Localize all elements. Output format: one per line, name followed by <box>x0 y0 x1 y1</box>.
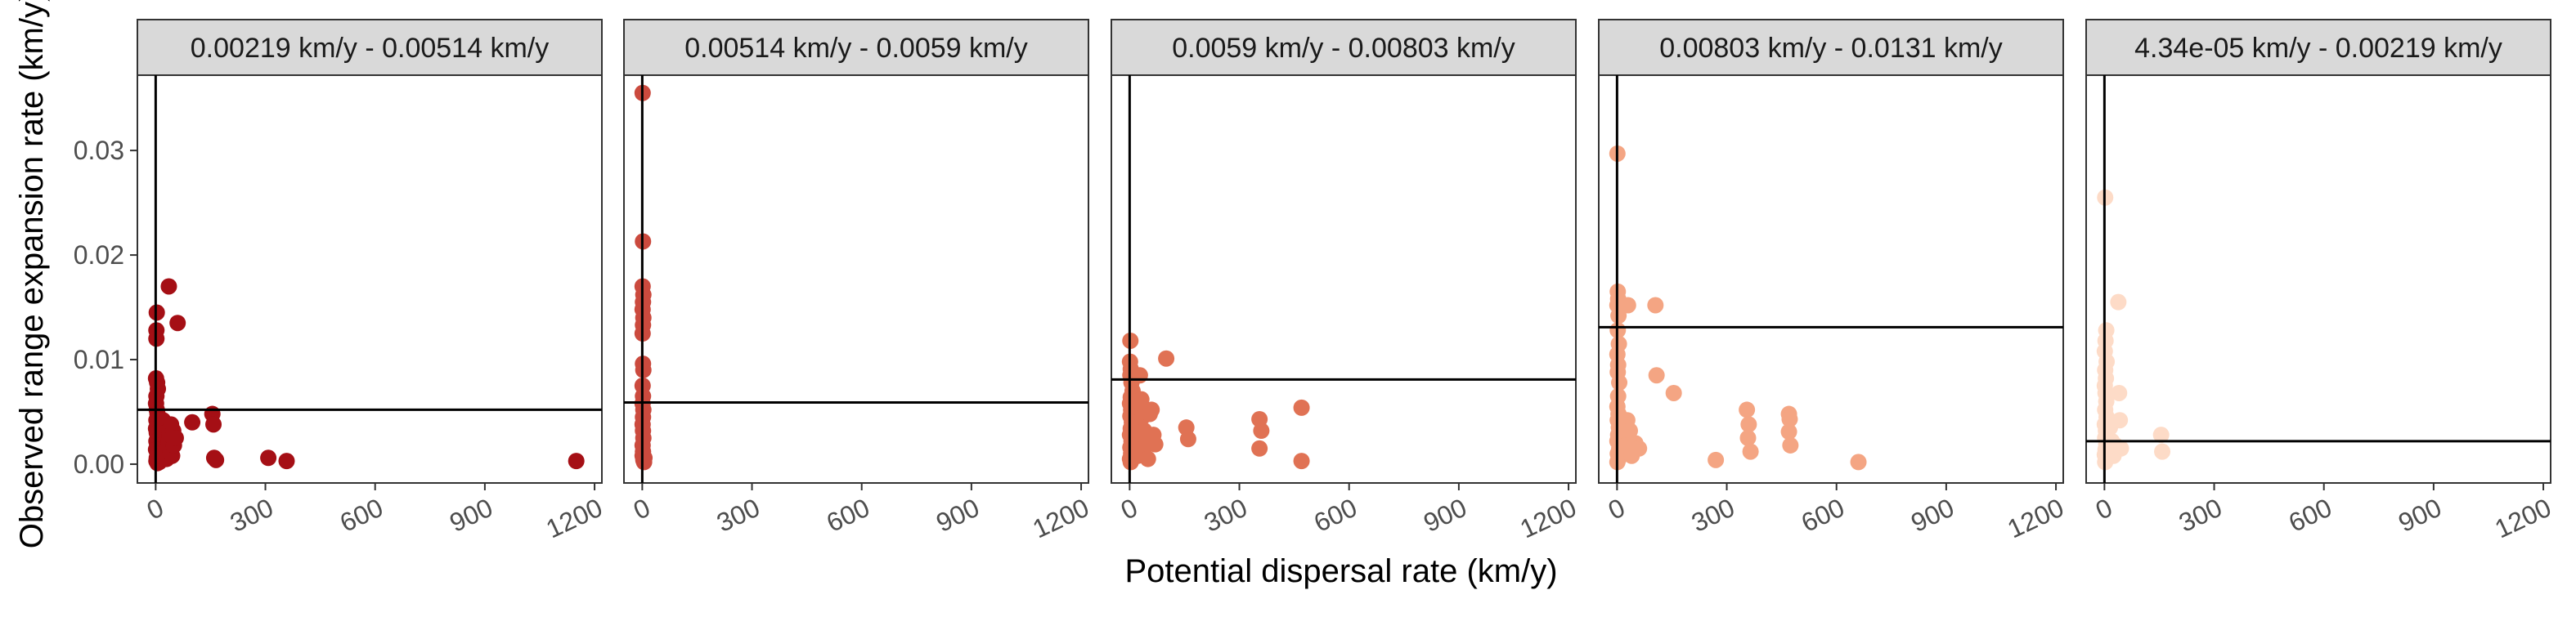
data-point <box>2110 293 2127 311</box>
x-tick-label: 0 <box>1604 493 1629 525</box>
data-point <box>636 449 653 467</box>
facet-strip <box>1598 19 2064 76</box>
x-tick-label: 1200 <box>1515 493 1581 544</box>
data-point <box>1780 423 1797 440</box>
data-point <box>1647 297 1664 314</box>
x-tick-label: 300 <box>712 493 765 538</box>
x-tick-label: 1200 <box>2490 493 2556 544</box>
data-point <box>1133 391 1150 408</box>
plot-panel-frame <box>623 74 1089 484</box>
y-tick-label: 0.03 <box>74 136 124 165</box>
data-point <box>1179 431 1196 448</box>
x-tick-label: 0 <box>2091 493 2116 525</box>
data-point <box>1293 399 1310 416</box>
facet-strip-label: 0.00219 km/y - 0.00514 km/y <box>191 33 549 64</box>
data-point <box>1611 374 1628 391</box>
data-point <box>1740 416 1757 433</box>
data-point <box>1742 443 1759 460</box>
x-tick-label: 300 <box>1200 493 1252 538</box>
data-point <box>1131 367 1148 384</box>
x-tick-label: 300 <box>226 493 278 538</box>
data-point <box>208 451 225 468</box>
data-point <box>1147 436 1164 453</box>
data-point <box>1143 401 1160 418</box>
x-tick-label: 600 <box>822 493 874 538</box>
x-tick-label: 0 <box>1116 493 1142 525</box>
data-point <box>1251 440 1268 457</box>
plot-panel-frame <box>2085 74 2551 484</box>
facet-strip <box>2085 19 2551 76</box>
data-point <box>1253 423 1270 440</box>
data-point <box>1782 436 1799 454</box>
facet-strip <box>137 19 603 76</box>
data-point <box>167 429 184 446</box>
x-tick-label: 600 <box>1309 493 1362 538</box>
data-point <box>1158 350 1175 367</box>
facet-panel: 4.34e-05 km/y - 0.00219 km/y 0 300 600 900 12… <box>2085 19 2556 544</box>
x-tick-label: 600 <box>1797 493 1849 538</box>
y-tick-label: 0.01 <box>74 345 124 374</box>
y-tick-label: 0.00 <box>74 449 124 479</box>
x-tick-label: 900 <box>445 493 497 538</box>
facet-strip-label: 0.00514 km/y - 0.0059 km/y <box>684 33 1028 64</box>
plot-panel-frame <box>1598 74 2064 484</box>
data-point <box>1622 423 1639 440</box>
data-point <box>260 449 277 467</box>
data-point <box>2154 443 2171 460</box>
data-point <box>1708 451 1725 468</box>
data-point <box>1739 401 1756 418</box>
data-point <box>1610 307 1627 324</box>
facet-strip <box>623 19 1089 76</box>
x-tick-label: 0 <box>142 493 168 525</box>
data-point <box>1619 297 1636 314</box>
data-point <box>184 414 201 431</box>
data-point <box>2152 427 2170 444</box>
data-point <box>2112 412 2129 429</box>
facet-panel: 0.0059 km/y - 0.00803 km/y 0 300 600 900 1200 <box>1111 19 1581 544</box>
x-axis-title: Potential dispersal rate (km/y) <box>1124 553 1557 589</box>
x-tick-label: 900 <box>931 493 984 538</box>
plot-panel-frame <box>1111 74 1577 484</box>
x-tick-label: 1200 <box>1028 493 1093 544</box>
data-point <box>2111 384 2128 401</box>
x-tick-label: 0 <box>629 493 654 525</box>
x-tick-label: 900 <box>1419 493 1471 538</box>
panels-layer: 0.00219 km/y - 0.00514 km/y 0 300 600 900 120… <box>74 19 2556 544</box>
x-tick-label: 600 <box>335 493 388 538</box>
data-point <box>1631 440 1648 457</box>
x-tick-label: 900 <box>1906 493 1959 538</box>
facet-strip-label: 4.34e-05 km/y - 0.00219 km/y <box>2134 33 2502 64</box>
data-point <box>1665 384 1682 401</box>
data-point <box>278 453 295 470</box>
data-point <box>1139 450 1156 467</box>
facet-strip-label: 0.00803 km/y - 0.0131 km/y <box>1659 33 2003 64</box>
data-point <box>1850 454 1867 471</box>
data-point <box>169 315 186 332</box>
facet-panel: 0.00514 km/y - 0.0059 km/y 0 300 600 900 1200 <box>623 19 1093 544</box>
y-axis-title: Observed range expansion rate (km/y) <box>14 0 50 548</box>
facet-panel: 0.00219 km/y - 0.00514 km/y 0 300 600 900 120… <box>74 19 607 544</box>
data-point <box>1781 410 1798 427</box>
data-point <box>1648 367 1665 384</box>
data-point <box>1739 429 1757 446</box>
x-tick-label: 300 <box>2174 493 2227 538</box>
x-tick-label: 300 <box>1687 493 1739 538</box>
data-point <box>160 278 177 295</box>
y-tick-label: 0.02 <box>74 240 124 270</box>
data-point <box>568 453 585 470</box>
data-point <box>205 416 222 433</box>
x-tick-label: 1200 <box>2003 493 2068 544</box>
x-tick-label: 600 <box>2284 493 2336 538</box>
x-tick-label: 1200 <box>541 493 607 544</box>
facet-strip-label: 0.0059 km/y - 0.00803 km/y <box>1172 33 1515 64</box>
x-tick-label: 900 <box>2394 493 2446 538</box>
data-point <box>2112 440 2129 457</box>
data-point <box>1293 453 1310 470</box>
facet-panel: 0.00803 km/y - 0.0131 km/y 0 300 600 900 1200 <box>1598 19 2068 544</box>
